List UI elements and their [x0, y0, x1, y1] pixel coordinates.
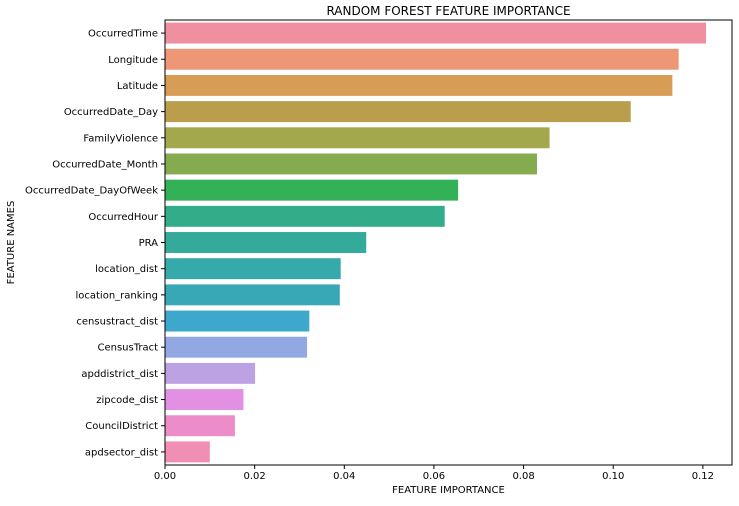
- y-tick-label: apdsector_dist: [85, 447, 158, 458]
- x-tick-label: 0.06: [423, 471, 445, 482]
- y-axis-title: FEATURE NAMES: [6, 201, 17, 285]
- y-tick-label: FamilyViolence: [83, 133, 158, 144]
- y-tick-label: OccurredTime: [88, 29, 158, 40]
- x-tick-label: 0.00: [154, 471, 176, 482]
- y-tick-label: OccurredHour: [88, 212, 159, 223]
- bar-location_ranking: [165, 284, 340, 306]
- y-tick-label: PRA: [139, 238, 159, 249]
- bar-zipcode_dist: [165, 389, 244, 411]
- x-tick-label: 0.02: [244, 471, 266, 482]
- y-tick-labels: OccurredTime Longitude Latitude OccurredDat…: [25, 29, 165, 458]
- bar-Latitude: [165, 74, 673, 96]
- bar-OccurredDate_Month: [165, 153, 538, 175]
- x-tick-label: 0.04: [333, 471, 355, 482]
- y-tick-label: Longitude: [108, 55, 158, 66]
- bar-OccurredDate_Day: [165, 101, 631, 123]
- bar-location_dist: [165, 258, 341, 280]
- x-tick-label: 0.10: [602, 471, 624, 482]
- bar-OccurredTime: [165, 22, 707, 44]
- y-tick-label: apddistrict_dist: [81, 369, 158, 380]
- bar-CensusTract: [165, 336, 308, 358]
- bar-censustract_dist: [165, 310, 310, 332]
- y-tick-label: censustract_dist: [76, 317, 158, 328]
- bar-PRA: [165, 232, 367, 253]
- y-tick-label: Latitude: [117, 81, 158, 92]
- y-tick-label: OccurredDate_Month: [52, 159, 158, 170]
- plot-frame: [164, 19, 733, 466]
- x-tick-label: 0.08: [512, 471, 534, 482]
- x-ticks: 0.00 0.02 0.04 0.06 0.08 0.10 0.12: [154, 465, 714, 482]
- bar-apdsector_dist: [165, 441, 210, 463]
- y-tick-label: CouncilDistrict: [85, 421, 158, 432]
- y-tick-label: zipcode_dist: [96, 395, 158, 406]
- x-axis-title: FEATURE IMPORTANCE: [392, 485, 505, 496]
- bar-FamilyViolence: [165, 127, 550, 149]
- chart-title: RANDOM FOREST FEATURE IMPORTANCE: [326, 4, 570, 18]
- y-tick-label: CensusTract: [97, 343, 158, 354]
- bar-OccurredHour: [165, 205, 445, 227]
- bar-CouncilDistrict: [165, 415, 235, 437]
- y-tick-label: location_ranking: [75, 290, 158, 301]
- y-tick-label: OccurredDate_Day: [64, 107, 158, 118]
- y-tick-label: OccurredDate_DayOfWeek: [25, 186, 158, 197]
- bar-apddistrict_dist: [165, 362, 256, 384]
- y-tick-label: location_dist: [95, 264, 158, 275]
- bar-OccurredDate_DayOfWeek: [165, 179, 459, 201]
- bars-layer: [165, 22, 707, 463]
- x-tick-label: 0.12: [692, 471, 714, 482]
- bar-Longitude: [165, 48, 679, 70]
